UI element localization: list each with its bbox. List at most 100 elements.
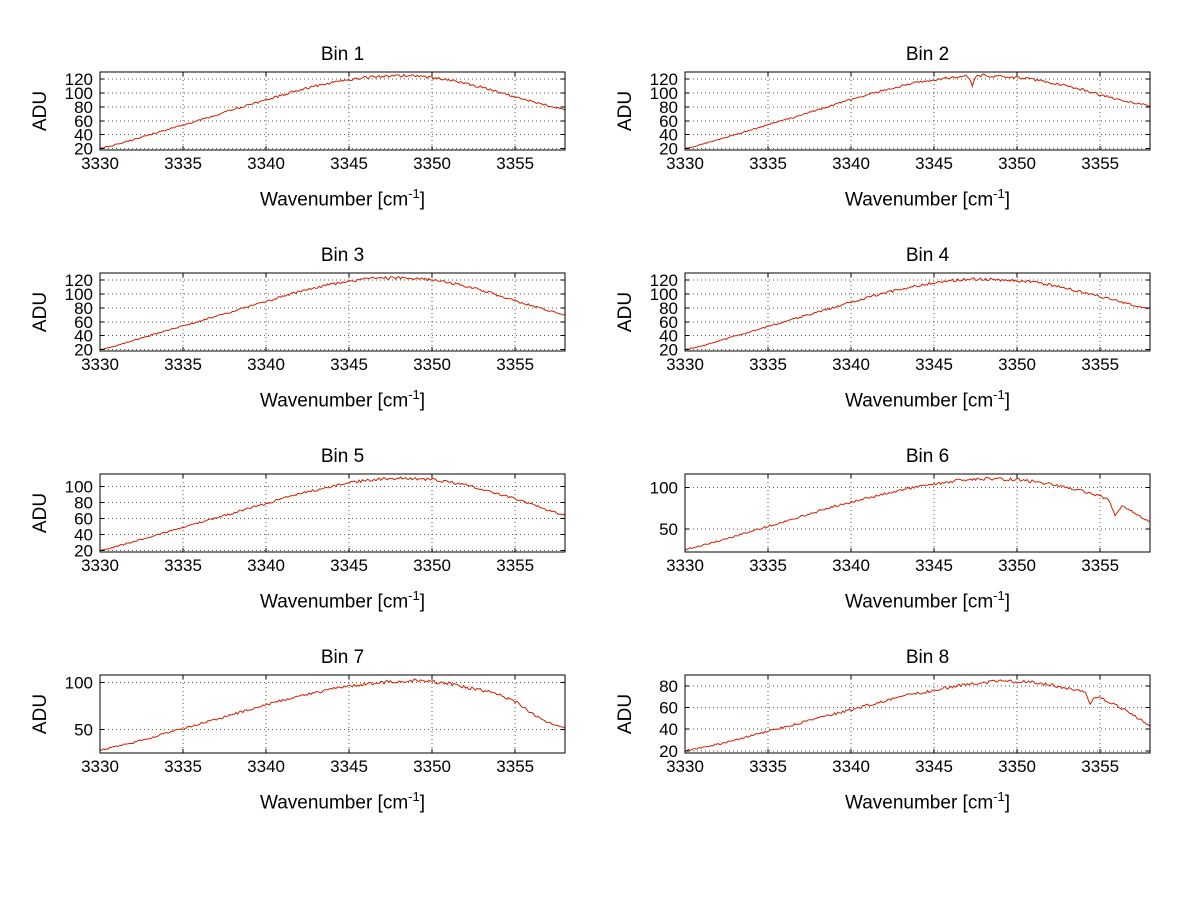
y-tick-label: 100	[65, 285, 93, 304]
axis-box	[99, 272, 566, 352]
data-line	[684, 476, 1151, 551]
subplot-title: Bin 1	[320, 44, 365, 65]
subplot-bin-5: Bin 5 ADU 3330 3335 3340 3345 3350 3355 20 40 60 80…	[25, 432, 610, 633]
y-tick-label: 20	[659, 140, 678, 159]
x-tick-label: 3340	[832, 355, 870, 374]
x-tick-label: 3345	[330, 355, 368, 374]
x-axis-label-close: ]	[1004, 189, 1010, 211]
x-axis-label-exponent: -1	[993, 789, 1005, 804]
subplot-title: Bin 6	[905, 446, 950, 467]
x-axis-label-exponent: -1	[408, 387, 420, 402]
y-tick-label: 80	[74, 98, 93, 117]
plot-svg: 3330 3335 3340 3345 3350 3355 20 40 60 80	[659, 674, 1151, 776]
x-tick-label: 3350	[413, 556, 451, 575]
x-tick-label: 3340	[832, 556, 870, 575]
y-tick-label: 60	[659, 112, 678, 131]
y-axis-label: ADU	[615, 90, 636, 132]
x-tick-label: 3340	[247, 154, 285, 173]
y-axis-label: ADU	[30, 90, 51, 132]
x-tick-label: 3335	[164, 355, 202, 374]
y-tick-label: 100	[65, 84, 93, 103]
x-axis-label: Wavenumber [cm-1]	[610, 588, 1170, 613]
y-axis-label: ADU	[615, 291, 636, 333]
y-tick-label: 120	[65, 70, 93, 89]
x-tick-label: 3335	[749, 355, 787, 374]
x-tick-label: 3330	[666, 154, 704, 173]
y-tick-label: 100	[65, 478, 93, 497]
axis-box	[99, 71, 566, 151]
x-axis-label-close: ]	[1004, 591, 1010, 613]
plot-area: ADU 3330 3335 3340 3345 3350 3355 20 40 60 80 100 12…	[25, 68, 585, 186]
x-tick-label: 3345	[915, 154, 953, 173]
plot-area: ADU 3330 3335 3340 3345 3350 3355 20 40 60 80 100 12…	[610, 269, 1170, 387]
y-tick-label: 40	[659, 126, 678, 145]
y-tick-label: 120	[650, 70, 678, 89]
y-tick-label: 40	[74, 526, 93, 545]
x-axis-label: Wavenumber [cm-1]	[610, 789, 1170, 814]
y-tick-label: 40	[74, 126, 93, 145]
x-axis-label-close: ]	[419, 390, 425, 412]
x-tick-label: 3355	[496, 556, 534, 575]
data-line	[684, 679, 1151, 752]
y-tick-label: 40	[74, 327, 93, 346]
x-axis-label-close: ]	[1004, 390, 1010, 412]
plot-area: ADU 3330 3335 3340 3345 3350 3355 20 40 60 80 100	[25, 470, 585, 588]
x-tick-label: 3355	[1081, 556, 1119, 575]
x-axis-label-exponent: -1	[408, 789, 420, 804]
data-line	[99, 275, 566, 351]
y-tick-label: 40	[659, 327, 678, 346]
x-tick-label: 3345	[330, 154, 368, 173]
x-axis-label-close: ]	[419, 591, 425, 613]
y-tick-label: 60	[659, 313, 678, 332]
x-axis-label: Wavenumber [cm-1]	[610, 387, 1170, 412]
x-tick-label: 3340	[247, 757, 285, 776]
x-tick-label: 3335	[164, 757, 202, 776]
x-tick-label: 3350	[998, 154, 1036, 173]
x-tick-label: 3340	[832, 757, 870, 776]
x-tick-label: 3330	[81, 757, 119, 776]
y-tick-label: 80	[659, 299, 678, 318]
x-tick-label: 3340	[832, 154, 870, 173]
y-tick-label: 20	[74, 140, 93, 159]
x-tick-label: 3345	[330, 757, 368, 776]
x-tick-label: 3335	[749, 154, 787, 173]
y-tick-label: 60	[74, 313, 93, 332]
y-tick-label: 100	[65, 674, 93, 693]
y-tick-label: 80	[74, 494, 93, 513]
subplot-bin-1: Bin 1 ADU 3330 3335 3340 3345 3350 3355 20 40 60 80…	[25, 30, 610, 231]
y-tick-label: 40	[659, 720, 678, 739]
x-axis-label-text: Wavenumber [cm	[259, 390, 409, 412]
x-tick-label: 3350	[413, 355, 451, 374]
x-tick-label: 3355	[1081, 757, 1119, 776]
x-axis-label-text: Wavenumber [cm	[844, 189, 994, 211]
y-tick-label: 80	[659, 677, 678, 696]
data-line	[99, 73, 566, 150]
subplot-title: Bin 5	[320, 446, 365, 467]
x-axis-label-text: Wavenumber [cm	[259, 189, 409, 211]
x-tick-label: 3340	[247, 355, 285, 374]
x-tick-label: 3355	[496, 757, 534, 776]
x-axis-label-exponent: -1	[993, 588, 1005, 603]
y-tick-label: 60	[659, 699, 678, 718]
subplot-grid: Bin 1 ADU 3330 3335 3340 3345 3350 3355 20 40 60 80…	[25, 30, 1195, 834]
x-tick-label: 3330	[666, 556, 704, 575]
x-tick-label: 3330	[666, 757, 704, 776]
x-tick-label: 3350	[998, 355, 1036, 374]
subplot-bin-8: Bin 8 ADU 3330 3335 3340 3345 3350 3355 20 40 60 80…	[610, 633, 1195, 834]
x-tick-label: 3330	[81, 556, 119, 575]
data-line	[684, 73, 1151, 150]
x-axis-label-text: Wavenumber [cm	[844, 792, 994, 814]
x-axis-label-exponent: -1	[408, 186, 420, 201]
y-tick-label: 60	[74, 510, 93, 529]
y-tick-label: 100	[650, 84, 678, 103]
x-axis-label: Wavenumber [cm-1]	[25, 789, 585, 814]
x-axis-label-text: Wavenumber [cm	[844, 591, 994, 613]
x-tick-label: 3335	[164, 154, 202, 173]
subplot-title: Bin 8	[905, 647, 950, 668]
y-axis-label: ADU	[615, 693, 636, 735]
x-axis-label-text: Wavenumber [cm	[259, 591, 409, 613]
x-axis-label-text: Wavenumber [cm	[259, 792, 409, 814]
